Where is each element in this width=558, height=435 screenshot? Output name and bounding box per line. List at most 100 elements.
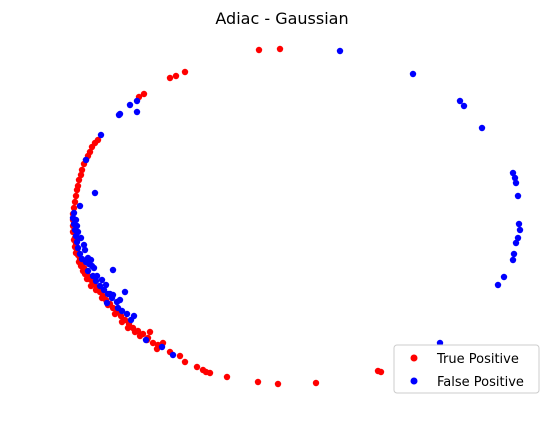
point-true-positive: [377, 368, 385, 376]
point-false-positive: [118, 307, 126, 315]
point-false-positive: [500, 273, 508, 281]
point-true-positive: [140, 90, 148, 98]
point-true-positive: [111, 310, 119, 318]
point-false-positive: [82, 156, 90, 164]
point-true-positive: [75, 176, 83, 184]
point-true-positive: [149, 339, 157, 347]
point-false-positive: [121, 288, 129, 296]
point-false-positive: [126, 101, 134, 109]
point-false-positive: [116, 296, 124, 304]
point-false-positive: [512, 179, 520, 187]
chart-title: Adiac - Gaussian: [215, 9, 348, 28]
point-false-positive: [123, 310, 131, 318]
point-false-positive: [115, 111, 123, 119]
point-false-positive: [169, 351, 177, 359]
point-false-positive: [90, 264, 98, 272]
legend-label-true-positive: True Positive: [436, 352, 519, 367]
point-true-positive: [181, 358, 189, 366]
point-true-positive: [153, 345, 161, 353]
point-false-positive: [514, 192, 522, 200]
point-true-positive: [77, 262, 85, 270]
point-true-positive: [118, 318, 126, 326]
point-false-positive: [511, 174, 519, 182]
point-true-positive: [117, 312, 125, 320]
point-false-positive: [336, 47, 344, 55]
point-true-positive: [109, 304, 117, 312]
point-true-positive: [223, 373, 231, 381]
point-false-positive: [109, 266, 117, 274]
point-true-positive: [136, 332, 144, 340]
point-false-positive: [133, 108, 141, 116]
point-false-positive: [512, 239, 520, 247]
point-true-positive: [255, 46, 263, 54]
legend: True Positive False Positive: [393, 344, 540, 394]
point-false-positive: [93, 272, 101, 280]
point-false-positive: [158, 343, 166, 351]
point-true-positive: [176, 352, 184, 360]
point-false-positive: [142, 336, 150, 344]
point-false-positive: [77, 234, 85, 242]
point-true-positive: [166, 74, 174, 82]
legend-marker-false-positive: [410, 377, 418, 385]
point-false-positive: [127, 316, 135, 324]
point-true-positive: [181, 68, 189, 76]
point-false-positive: [409, 70, 417, 78]
point-false-positive: [91, 189, 99, 197]
point-false-positive: [514, 234, 522, 242]
point-true-positive: [312, 379, 320, 387]
point-true-positive: [83, 275, 91, 283]
point-false-positive: [73, 222, 81, 230]
point-false-positive: [478, 124, 486, 132]
point-false-positive: [76, 202, 84, 210]
legend-marker-true-positive: [410, 354, 418, 362]
point-false-positive: [509, 256, 517, 264]
point-true-positive: [78, 166, 86, 174]
point-false-positive: [98, 276, 106, 284]
point-false-positive: [73, 238, 81, 246]
point-true-positive: [193, 363, 201, 371]
point-false-positive: [97, 131, 105, 139]
point-false-positive: [109, 291, 117, 299]
point-false-positive: [72, 216, 80, 224]
legend-box: [393, 344, 540, 394]
point-false-positive: [516, 226, 524, 234]
point-true-positive: [77, 171, 85, 179]
point-true-positive: [146, 328, 154, 336]
legend-label-false-positive: False Positive: [437, 375, 524, 390]
point-false-positive: [76, 250, 84, 258]
point-true-positive: [72, 192, 80, 200]
point-false-positive: [80, 241, 88, 249]
point-false-positive: [456, 97, 464, 105]
point-false-positive: [74, 228, 82, 236]
point-true-positive: [172, 72, 180, 80]
point-false-positive: [103, 299, 111, 307]
point-true-positive: [274, 380, 282, 388]
point-false-positive: [74, 244, 82, 252]
point-true-positive: [70, 204, 78, 212]
point-false-positive: [70, 209, 78, 217]
point-false-positive: [84, 267, 92, 275]
point-true-positive: [206, 369, 214, 377]
point-true-positive: [276, 45, 284, 53]
point-false-positive: [515, 220, 523, 228]
point-false-positive: [133, 97, 141, 105]
point-false-positive: [494, 281, 502, 289]
point-true-positive: [98, 294, 106, 302]
point-false-positive: [87, 256, 95, 264]
point-false-positive: [460, 102, 468, 110]
point-true-positive: [71, 198, 79, 206]
point-false-positive: [81, 246, 89, 254]
point-true-positive: [87, 282, 95, 290]
point-false-positive: [100, 286, 108, 294]
point-true-positive: [88, 143, 96, 151]
point-true-positive: [254, 378, 262, 386]
point-false-positive: [510, 250, 518, 258]
point-true-positive: [131, 328, 139, 336]
point-false-positive: [102, 281, 110, 289]
point-true-positive: [124, 324, 132, 332]
point-false-positive: [509, 169, 517, 177]
point-false-positive: [96, 282, 104, 290]
point-false-positive: [92, 277, 100, 285]
plot-area: [69, 45, 524, 388]
